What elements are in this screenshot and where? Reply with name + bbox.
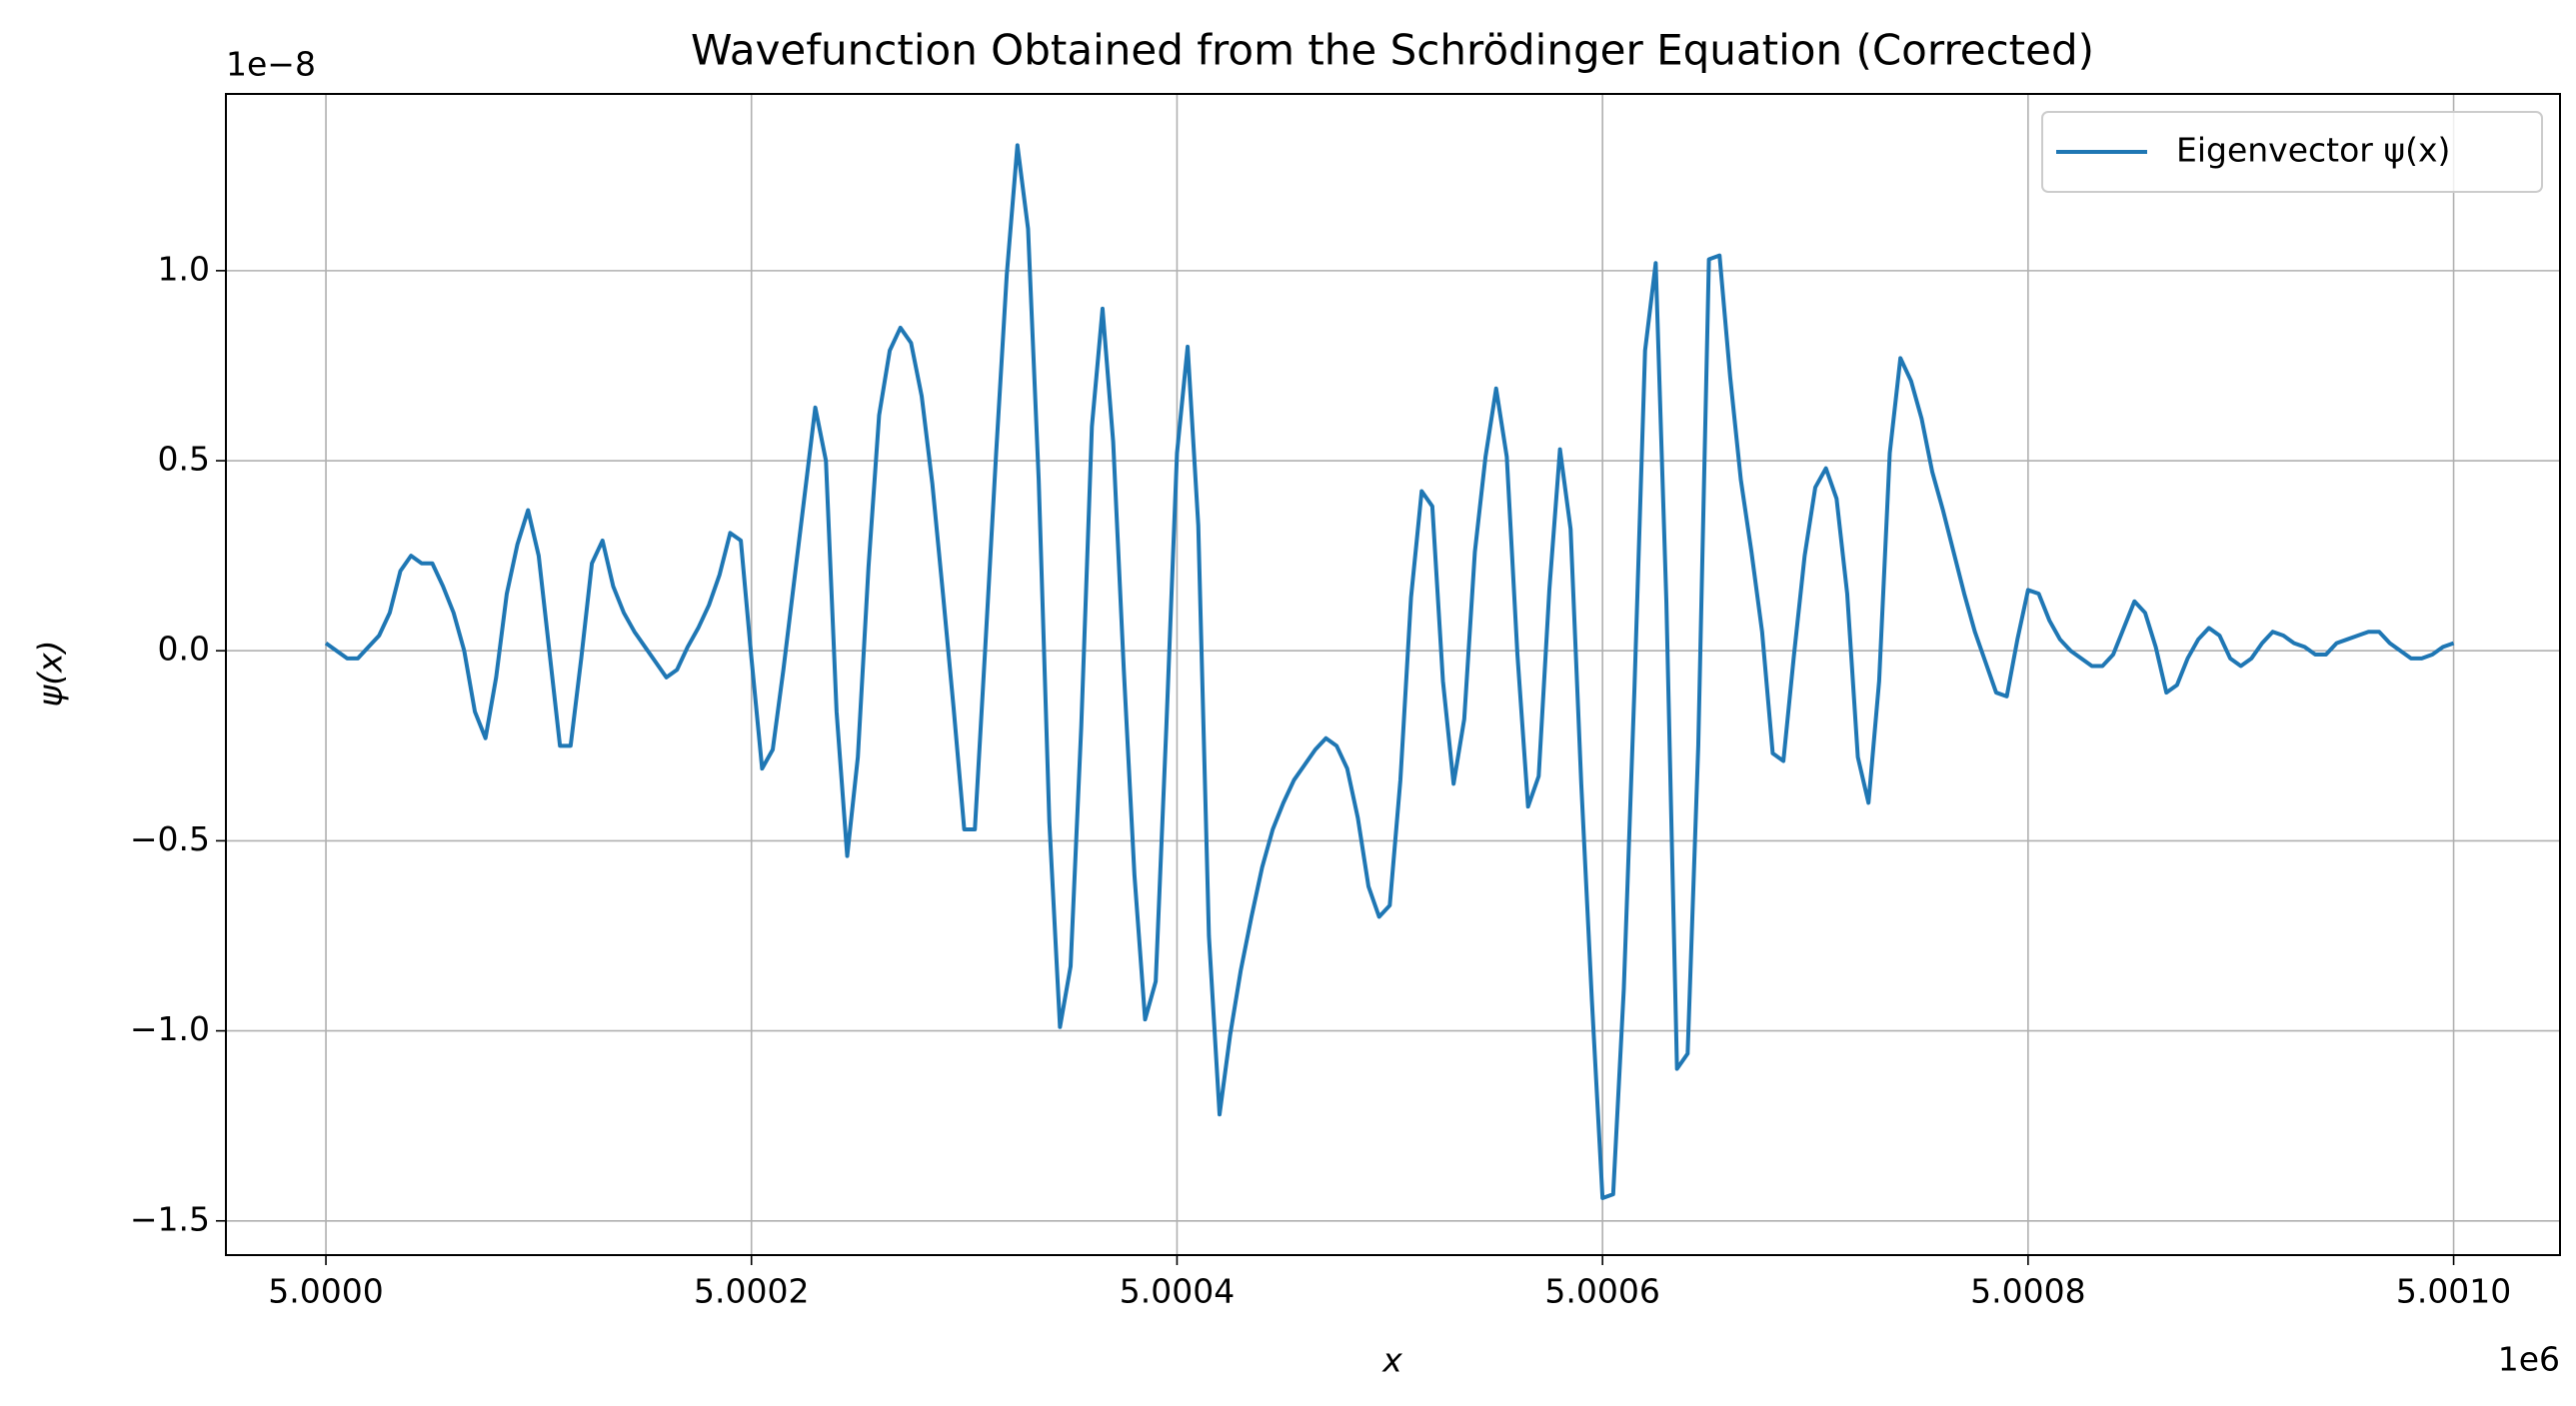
data-line [324, 143, 2455, 1200]
y-tick-label: −1.0 [130, 1009, 210, 1048]
x-axis-label: x [1381, 1341, 1402, 1380]
y-tick-label: −0.5 [130, 819, 210, 858]
x-offset-label: 1e6 [2498, 1340, 2560, 1379]
y-tick-label: −1.5 [130, 1199, 210, 1238]
x-tick-label: 5.0010 [2396, 1272, 2511, 1311]
y-tick-label: 1.0 [158, 249, 210, 288]
x-tick-label: 5.0008 [1970, 1272, 2085, 1311]
x-tick-label: 5.0004 [1120, 1272, 1235, 1311]
x-tick-label: 5.0000 [268, 1272, 383, 1311]
chart-title: Wavefunction Obtained from the Schröding… [691, 26, 2094, 75]
legend-label: Eigenvector ψ(x) [2176, 131, 2450, 170]
y-axis-label: ψ(x) [31, 640, 70, 706]
x-tick-label: 5.0002 [694, 1272, 809, 1311]
legend-box [2041, 111, 2543, 193]
x-tick-label: 5.0006 [1544, 1272, 1659, 1311]
y-tick-label: 0.5 [158, 440, 210, 479]
y-tick-label: 0.0 [158, 630, 210, 669]
axes-frame [225, 93, 2561, 1256]
y-offset-label: 1e−8 [226, 45, 316, 84]
